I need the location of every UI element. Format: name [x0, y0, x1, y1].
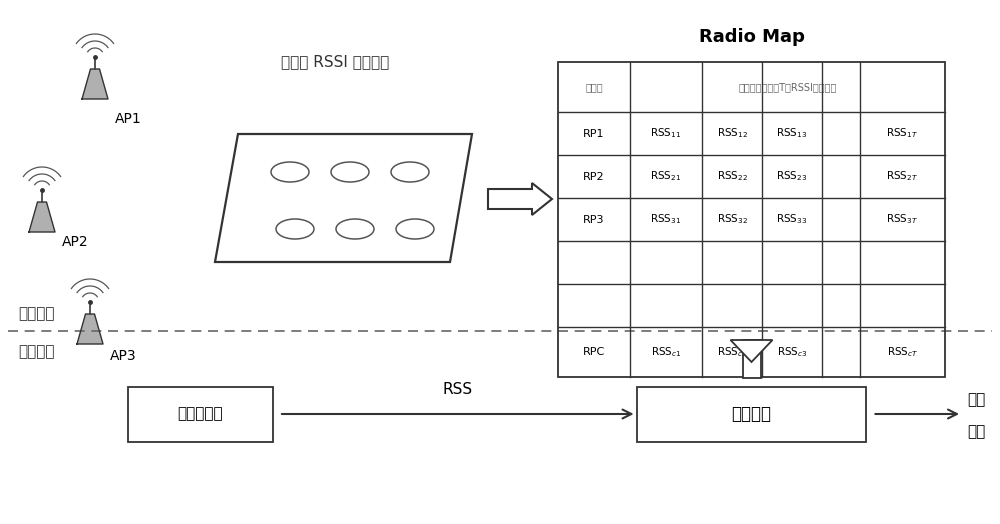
Text: RSS$_{21}$: RSS$_{21}$ — [650, 170, 682, 183]
Text: RSS$_{2T}$: RSS$_{2T}$ — [886, 170, 919, 183]
Text: 定位算法: 定位算法 — [732, 405, 772, 423]
Text: RSS$_{31}$: RSS$_{31}$ — [650, 213, 682, 226]
Text: RSS$_{33}$: RSS$_{33}$ — [776, 213, 808, 226]
Text: RSS$_{1T}$: RSS$_{1T}$ — [886, 127, 919, 140]
Polygon shape — [29, 202, 55, 232]
Polygon shape — [731, 340, 772, 362]
Bar — [743, 340, 761, 378]
Polygon shape — [82, 69, 108, 99]
Text: 结果: 结果 — [967, 424, 985, 440]
Text: RSS$_{23}$: RSS$_{23}$ — [776, 170, 808, 183]
Text: RSS$_{cT}$: RSS$_{cT}$ — [887, 345, 918, 359]
Text: RSS$_{3T}$: RSS$_{3T}$ — [886, 213, 919, 226]
Text: 在线阶段: 在线阶段 — [18, 344, 54, 359]
Text: RP2: RP2 — [583, 171, 605, 181]
Text: 参考点: 参考点 — [585, 82, 603, 92]
Text: RPC: RPC — [583, 347, 605, 357]
Bar — [637, 387, 866, 442]
Text: RP1: RP1 — [583, 128, 605, 138]
Text: 参考点上采集的T个RSSI向量样本: 参考点上采集的T个RSSI向量样本 — [738, 82, 837, 92]
Text: AP3: AP3 — [110, 349, 137, 363]
Bar — [128, 387, 273, 442]
Text: RSS$_{c1}$: RSS$_{c1}$ — [651, 345, 681, 359]
Text: AP2: AP2 — [62, 235, 89, 249]
Bar — [558, 62, 945, 377]
Text: 定位: 定位 — [967, 392, 985, 408]
Text: RSS$_{11}$: RSS$_{11}$ — [650, 127, 682, 140]
Text: AP1: AP1 — [115, 112, 142, 126]
Text: RSS$_{13}$: RSS$_{13}$ — [776, 127, 808, 140]
Text: RSS$_{c3}$: RSS$_{c3}$ — [777, 345, 807, 359]
Text: RSS: RSS — [443, 382, 473, 397]
Polygon shape — [77, 314, 103, 344]
Text: 离线阶段: 离线阶段 — [18, 307, 54, 322]
Text: RSS$_{c2}$: RSS$_{c2}$ — [717, 345, 747, 359]
Text: RSS$_{22}$: RSS$_{22}$ — [717, 170, 747, 183]
Text: 参考点 RSSI 样本采集: 参考点 RSSI 样本采集 — [281, 54, 389, 70]
Bar — [743, 340, 761, 378]
FancyArrow shape — [488, 183, 552, 215]
Text: RSS$_{12}$: RSS$_{12}$ — [717, 127, 747, 140]
Text: RP3: RP3 — [583, 214, 605, 224]
Text: 手持停车卡: 手持停车卡 — [178, 407, 223, 421]
Text: RSS$_{32}$: RSS$_{32}$ — [717, 213, 747, 226]
Text: Radio Map: Radio Map — [699, 28, 804, 46]
